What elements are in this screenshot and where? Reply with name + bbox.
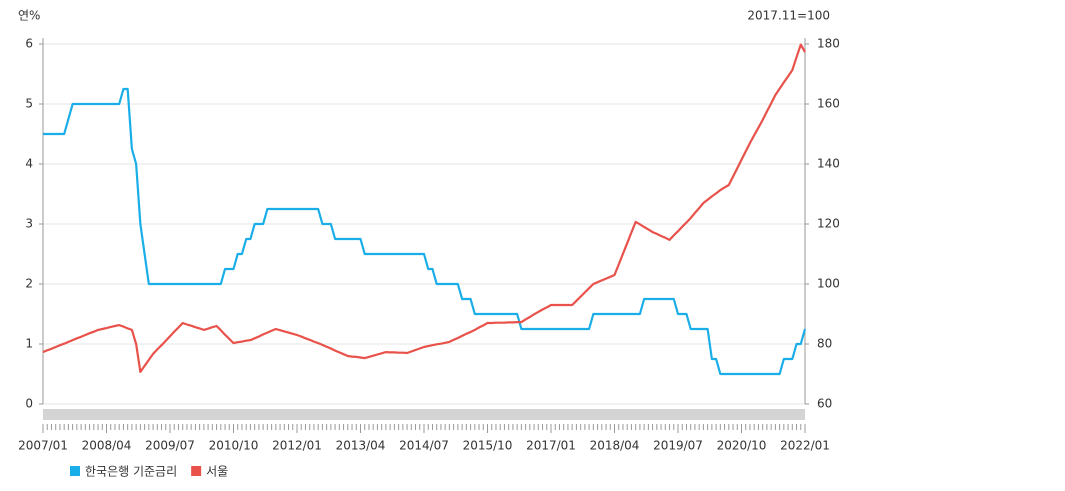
x-tick-label: 2013/04 [336, 439, 386, 453]
y2-tick-label: 120 [817, 217, 840, 231]
y2-tick-label: 160 [817, 97, 840, 111]
y-tick-label: 2 [25, 277, 33, 291]
y2-tick-label: 140 [817, 157, 840, 171]
legend-swatch [70, 466, 80, 476]
x-tick-label: 2020/10 [717, 439, 767, 453]
x-tick-label: 2019/07 [653, 439, 703, 453]
legend-label: 한국은행 기준금리 [85, 464, 177, 479]
x-tick-label: 2022/01 [780, 439, 830, 453]
x-tick-label: 2008/04 [82, 439, 132, 453]
x-tick-label: 2009/07 [145, 439, 195, 453]
legend-label: 서울 [206, 465, 228, 479]
x-tick-label: 2017/01 [526, 439, 576, 453]
x-tick-label: 2018/04 [590, 439, 640, 453]
series-line [43, 87, 807, 376]
legend-swatch [191, 466, 202, 476]
y-tick-label: 6 [25, 37, 33, 51]
y-tick-label: 4 [25, 157, 33, 171]
navigator-bar [43, 409, 805, 420]
x-tick-label: 2007/01 [18, 439, 68, 453]
y2-tick-label: 180 [817, 37, 840, 51]
y2-tick-label: 80 [817, 337, 832, 351]
y-tick-label: 3 [25, 217, 33, 231]
x-tick-label: 2010/10 [209, 439, 259, 453]
y-tick-label: 5 [25, 97, 33, 111]
x-tick-label: 2014/07 [399, 439, 449, 453]
y-tick-label: 1 [25, 337, 33, 351]
y2-axis-label: 2017.11=100 [747, 9, 830, 23]
x-tick-label: 2015/10 [463, 439, 513, 453]
y-tick-label: 0 [25, 397, 33, 411]
y2-tick-label: 100 [817, 277, 840, 291]
x-tick-label: 2012/01 [272, 439, 322, 453]
y2-tick-label: 60 [817, 397, 832, 411]
series-line [42, 43, 806, 373]
y-axis-label: 연% [18, 9, 40, 23]
